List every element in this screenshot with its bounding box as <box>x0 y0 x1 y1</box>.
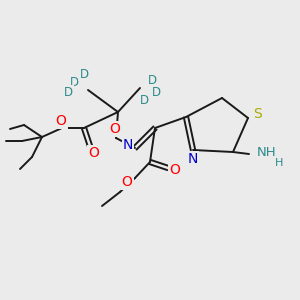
Text: D: D <box>80 68 88 80</box>
Text: O: O <box>88 146 99 160</box>
Text: O: O <box>122 175 132 189</box>
Text: O: O <box>56 114 66 128</box>
Text: O: O <box>110 122 120 136</box>
Text: D: D <box>63 85 73 98</box>
Text: N: N <box>188 152 198 166</box>
Text: NH: NH <box>257 146 277 160</box>
Text: D: D <box>140 94 148 106</box>
Text: S: S <box>253 107 261 121</box>
Text: O: O <box>169 163 180 177</box>
Text: H: H <box>275 158 284 168</box>
Text: D: D <box>147 74 157 86</box>
Text: D: D <box>69 76 79 88</box>
Text: D: D <box>152 85 160 98</box>
Text: N: N <box>123 138 133 152</box>
